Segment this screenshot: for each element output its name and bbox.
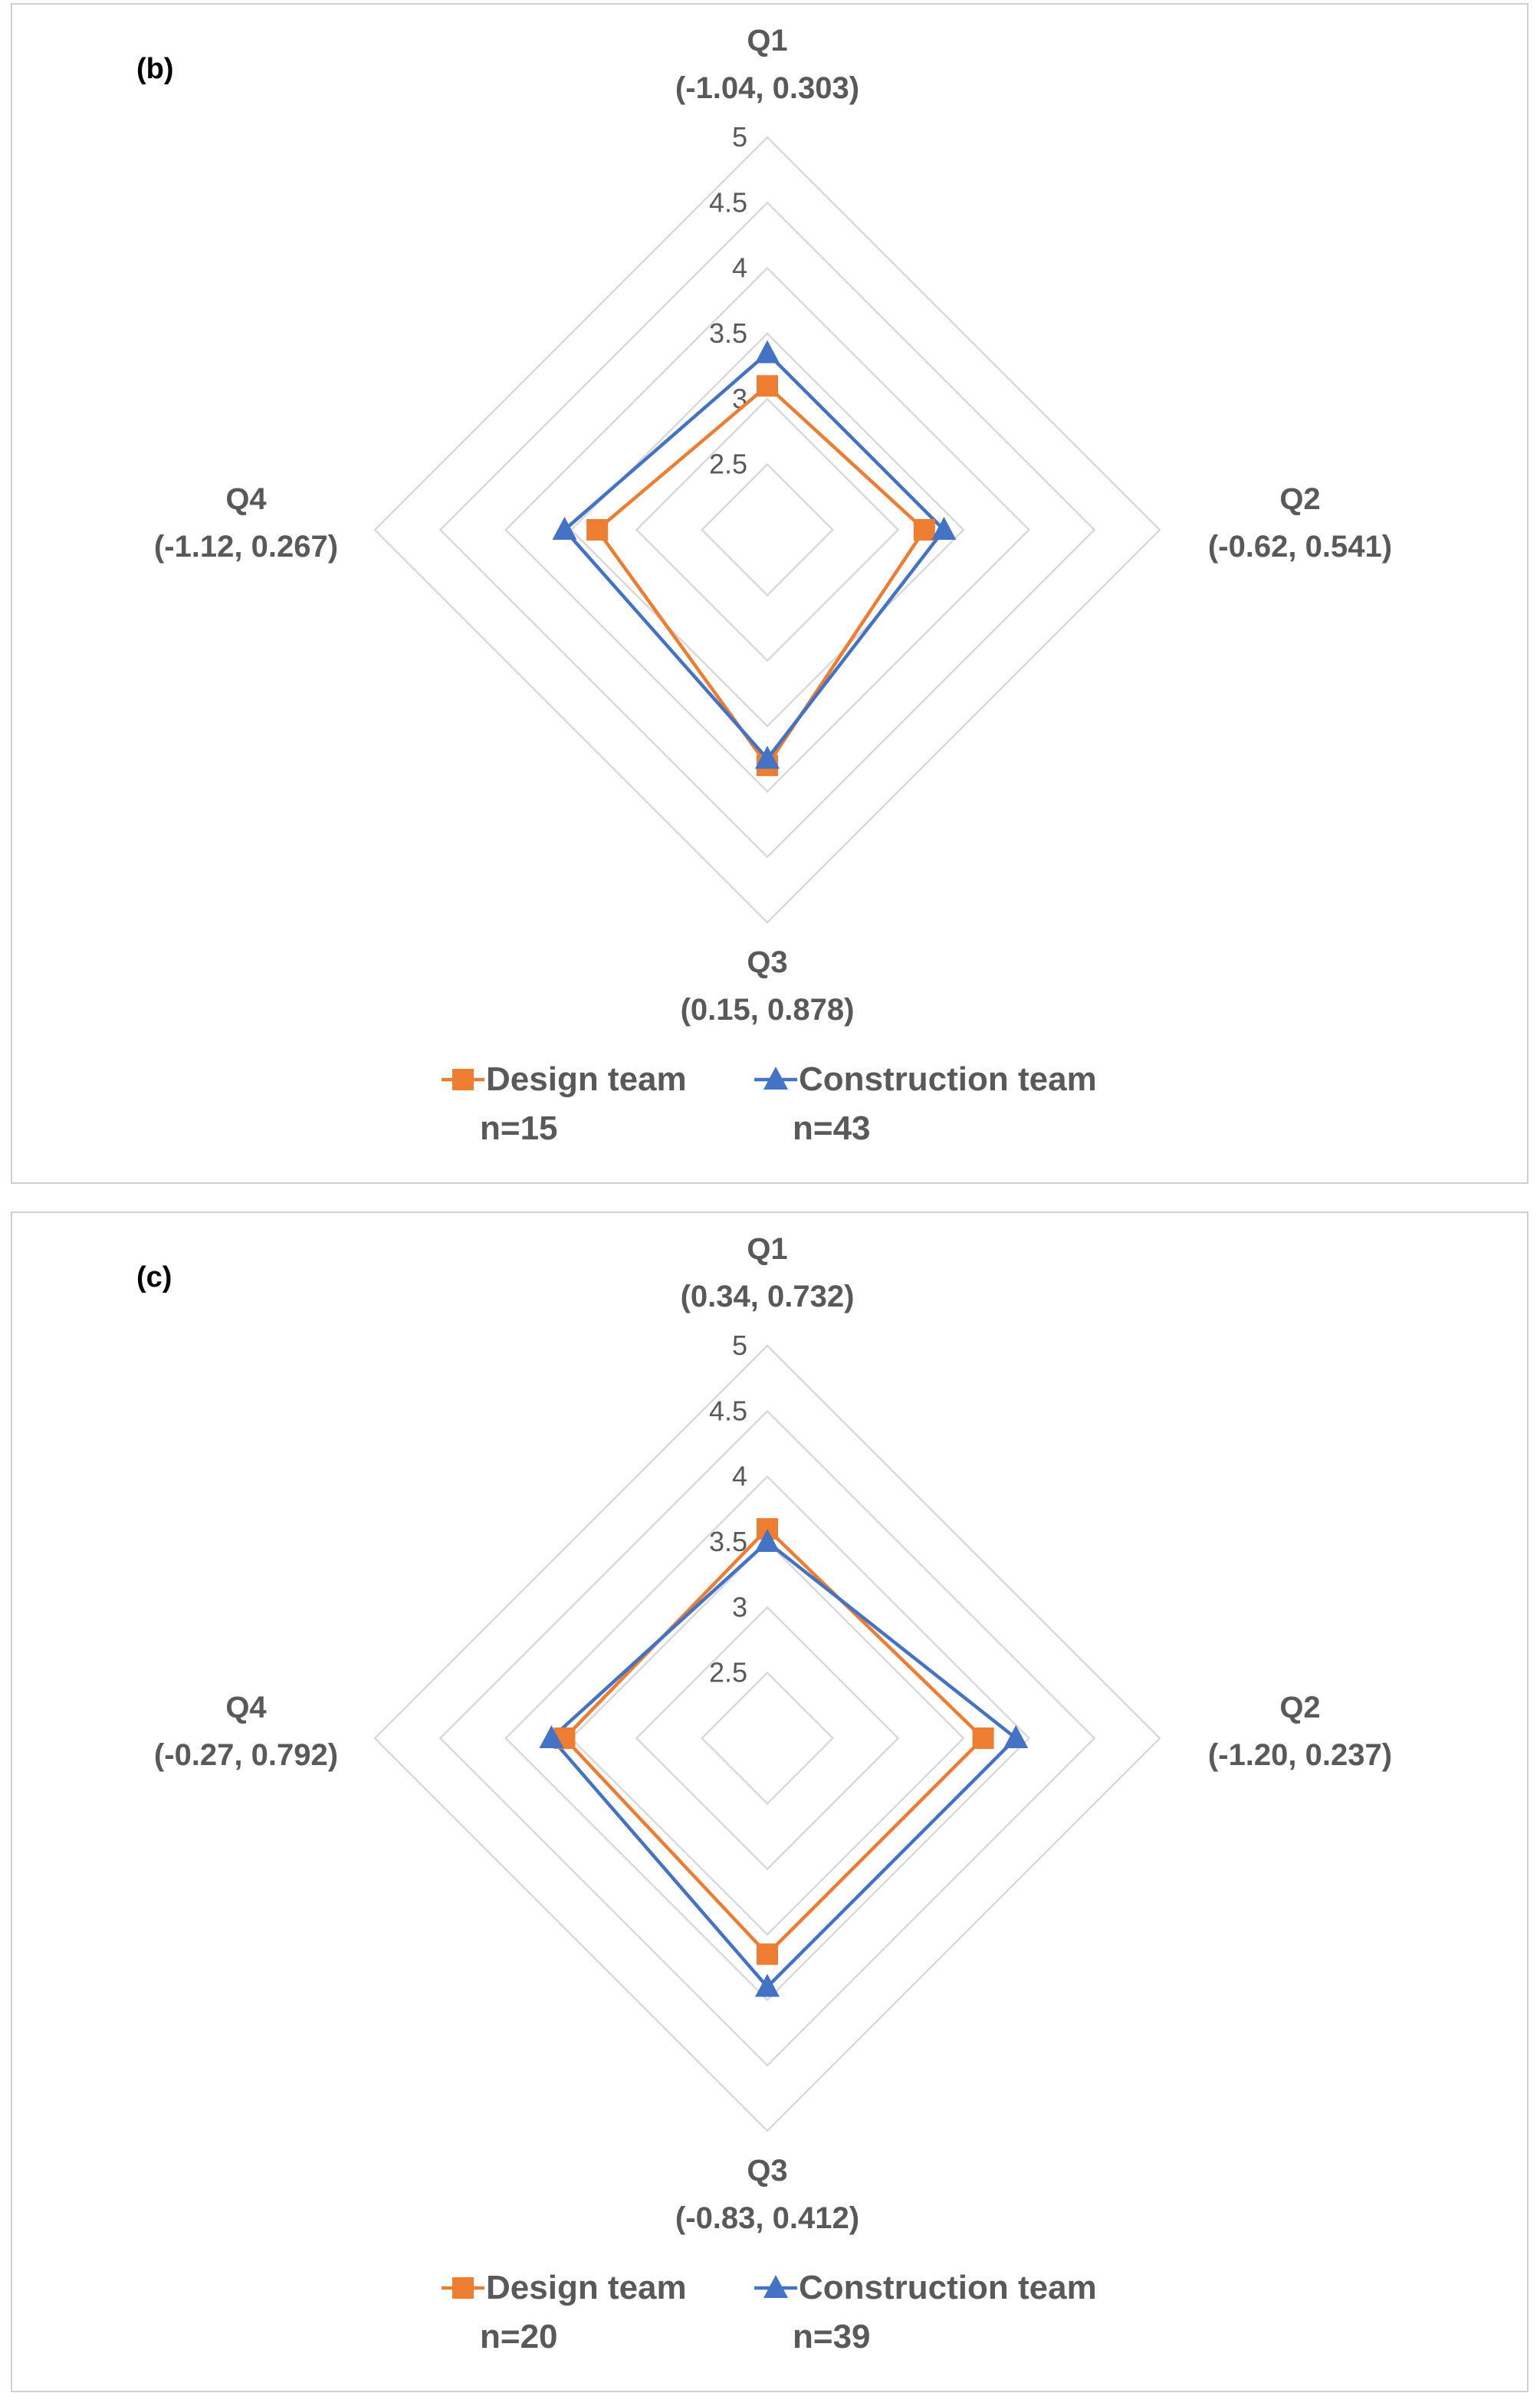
legend-label: Design team [486,1060,687,1098]
grid-ring-3 [635,397,900,662]
legend-item-construction-team: Construction team n=39 [754,2269,1097,2355]
axis-label-q1: Q1 [747,1232,787,1266]
legend-label: Design team [486,2269,687,2306]
panel-label: (b) [136,53,174,85]
tick-label: 4 [732,1461,747,1492]
axis-label-q3: Q3 [747,2154,787,2188]
construction-team-point [1003,1725,1029,1748]
axis-label-q1: Q1 [747,24,787,58]
radar-chart-b: 2.533.544.55(b)Q1(-1.04, 0.303)Q2(-0.62,… [136,24,1392,1147]
legend-label: Construction team [799,1060,1097,1098]
design-team-point [586,519,609,541]
construction-team-point [931,517,957,540]
construction-team-point [539,1725,564,1748]
axis-label-q2: Q2 [1279,1691,1320,1724]
tick-label: 2.5 [709,1657,747,1688]
grid-ring-4-5 [438,1409,1096,2067]
tick-label: 4 [732,252,747,284]
legend-label: Construction team [799,2269,1097,2306]
legend-triangle-marker [763,1067,788,1090]
legend-n-label: n=15 [480,1109,558,1147]
tick-label: 3 [732,1591,747,1622]
legend-n-label: n=39 [793,2318,871,2355]
legend-square-marker [452,1069,474,1090]
legend-item-construction-team: Construction team n=43 [754,1060,1097,1147]
axis-stat-q3: (0.15, 0.878) [681,993,855,1027]
grid-ring-2-5 [700,1671,835,1806]
construction-team-point [755,340,780,363]
legend-square-marker [452,2277,474,2299]
tick-label: 3.5 [709,317,747,349]
grid-ring-5 [373,1344,1161,2132]
grid-ring-3 [635,1606,900,1871]
design-team-point [757,1943,778,1965]
grid-ring-3-5 [570,332,965,728]
grid-ring-4 [504,1474,1031,2002]
axis-stat-q1: (0.34, 0.732) [681,1280,855,1313]
tick-label: 2.5 [709,449,747,480]
axis-stat-q3: (-0.83, 0.412) [675,2201,859,2235]
design-team-point [972,1727,994,1749]
tick-label: 5 [732,121,747,153]
axis-stat-q1: (-1.04, 0.303) [675,71,859,105]
axis-stat-q4: (-1.12, 0.267) [154,530,338,564]
construction-team-point [755,745,780,769]
axis-label-q4: Q4 [225,482,267,516]
legend-item-design-team: Design team n=15 [442,1060,687,1147]
axis-label-q3: Q3 [747,945,787,979]
legend-item-design-team: Design team n=20 [442,2269,687,2355]
legend-n-label: n=20 [480,2318,558,2355]
axis-label-q2: Q2 [1279,482,1320,516]
axis-stat-q2: (-1.20, 0.237) [1208,1738,1392,1772]
legend-n-label: n=43 [793,1109,871,1147]
tick-label: 3.5 [709,1526,747,1557]
radar-panel-c: 2.5 3 3.5 4 4.5 5 (c) Q1 (0.34, 0.732) Q2 (-1.20, … [11,1211,1529,2392]
axis-label-q4: Q4 [225,1691,267,1724]
axis-stat-q2: (-0.62, 0.541) [1208,530,1392,564]
construction-team-point [552,517,577,540]
construction-team-point [755,1529,780,1552]
tick-label: 4.5 [709,1395,747,1426]
grid-ring-5 [373,136,1161,924]
legend-triangle-marker [763,2275,788,2298]
radar-panel-b: 2.5 3 3.5 4 4.5 5 (b) Q1 (-1.04, 0.303) Q2 (-0.62,… [11,3,1529,1184]
tick-label: 4.5 [709,186,747,218]
series-line-design-team [563,1527,985,1956]
radar-chart-c: 2.5 3 3.5 4 4.5 5 (c) Q1 (0.34, 0.732) Q2 (-1.20, … [136,1232,1392,2355]
grid-ring-4-5 [438,201,1096,859]
axis-stat-q4: (-0.27, 0.792) [154,1738,338,1772]
design-team-point [913,519,935,541]
grid-ring-2-5 [700,462,835,597]
construction-team-point [755,1974,780,1997]
grid-ring-4 [504,266,1031,794]
panel-label: (c) [136,1261,172,1294]
tick-label: 5 [732,1330,747,1361]
design-team-point [757,375,778,397]
grid-ring-3-5 [570,1540,965,1936]
